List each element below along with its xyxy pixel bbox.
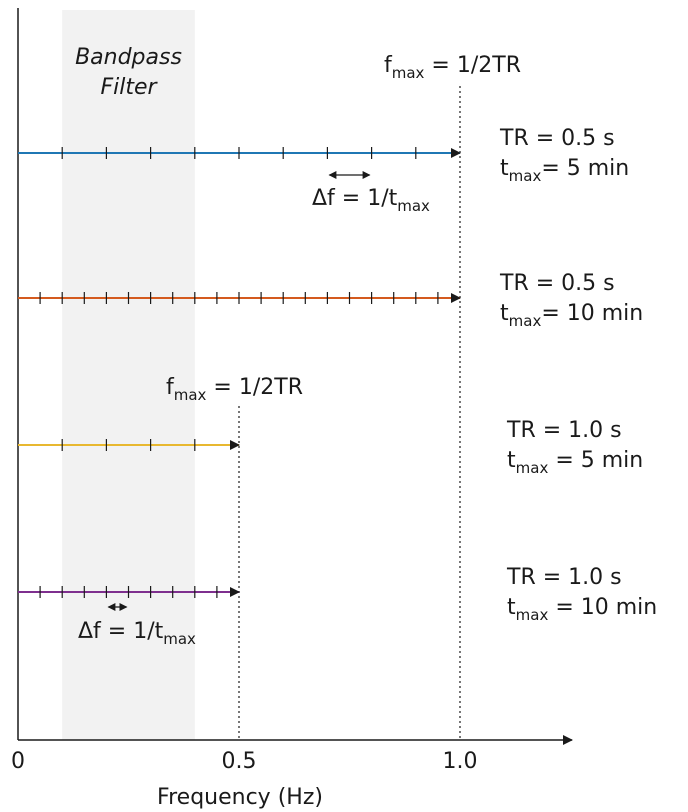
- delta-f-indicators: Δf = 1/tmax Δf = 1/tmax: [78, 171, 430, 648]
- series-lines: [18, 147, 461, 598]
- x-tick-label: 1.0: [443, 749, 478, 774]
- delta-f-label: Δf = 1/tmax: [312, 186, 430, 215]
- tr-label: TR = 1.0 s: [506, 565, 622, 590]
- tmax-label: tmax = 10 min: [507, 595, 657, 624]
- x-axis-label: Frequency (Hz): [157, 785, 323, 810]
- bandpass-label-line2: Filter: [100, 75, 158, 100]
- tr-label: TR = 1.0 s: [506, 418, 622, 443]
- bandpass-filter-region: [62, 10, 195, 740]
- fmax-markers: fmax = 1/2TR fmax = 1/2TR: [166, 53, 521, 740]
- x-tick-label: 0.5: [222, 749, 257, 774]
- x-tick-labels: 0 0.5 1.0: [11, 749, 478, 774]
- tmax-label: tmax= 10 min: [500, 301, 643, 330]
- fmax-label: fmax = 1/2TR: [166, 375, 303, 404]
- tmax-label: tmax= 5 min: [500, 156, 629, 185]
- bandpass-label-line1: Bandpass: [75, 45, 182, 70]
- fmax-label: fmax = 1/2TR: [384, 53, 521, 82]
- tmax-label: tmax = 5 min: [507, 448, 643, 477]
- series-annotations: TR = 0.5 s tmax= 5 min TR = 0.5 s tmax= 10 …: [499, 126, 657, 624]
- x-tick-label: 0: [11, 749, 25, 774]
- delta-f-label: Δf = 1/tmax: [78, 619, 196, 648]
- tr-label: TR = 0.5 s: [499, 271, 615, 296]
- tr-label: TR = 0.5 s: [499, 126, 615, 151]
